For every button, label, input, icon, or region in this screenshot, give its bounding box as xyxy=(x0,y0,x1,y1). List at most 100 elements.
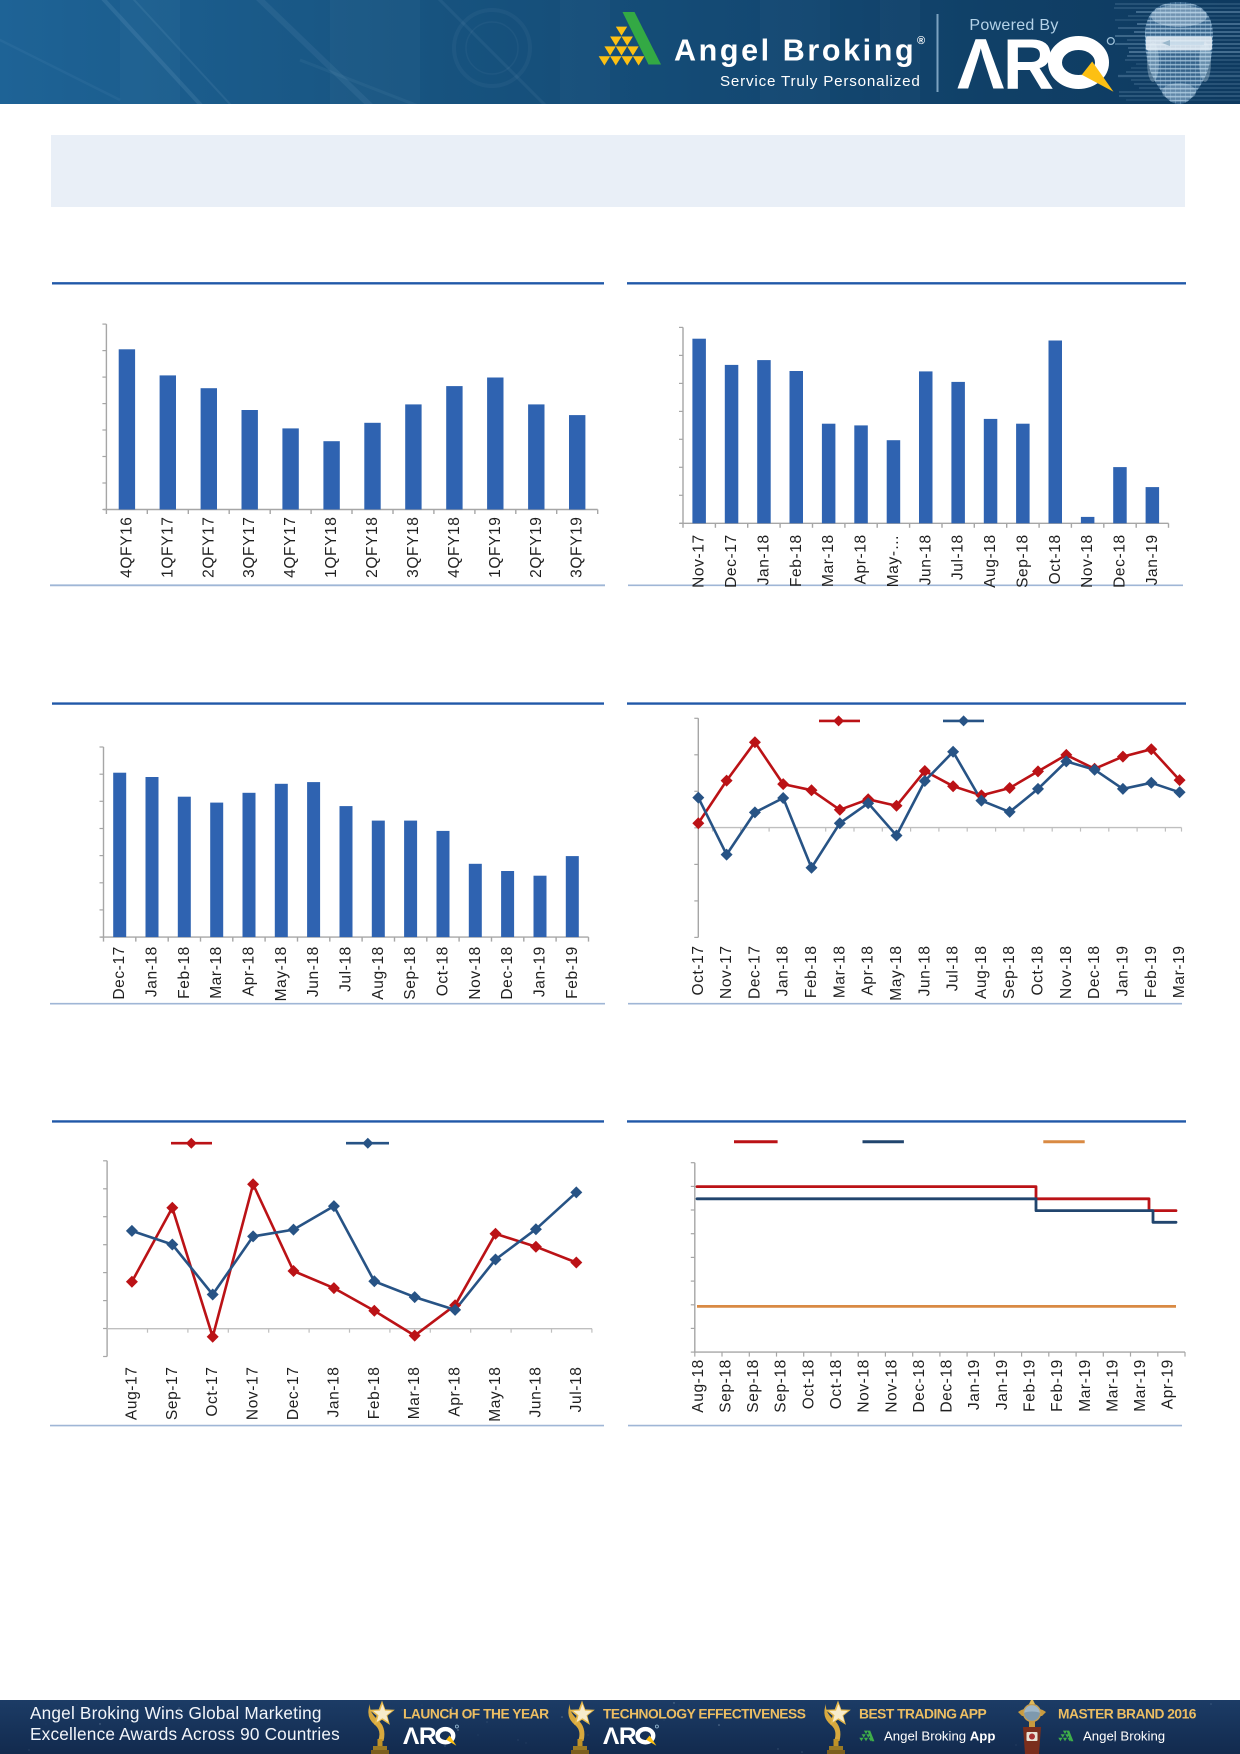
svg-text:Jul-18: Jul-18 xyxy=(338,946,355,992)
svg-text:Sep-18: Sep-18 xyxy=(1014,534,1031,588)
svg-text:Feb-19: Feb-19 xyxy=(1049,1359,1066,1412)
svg-text:May-18: May-18 xyxy=(888,945,905,1000)
svg-text:Mar-19: Mar-19 xyxy=(1132,1359,1149,1412)
svg-text:Oct-17: Oct-17 xyxy=(204,1367,221,1417)
svg-text:Apr-18: Apr-18 xyxy=(853,534,870,584)
svg-text:Mar-19: Mar-19 xyxy=(1171,945,1188,998)
svg-text:Jan-19: Jan-19 xyxy=(1114,945,1131,996)
svg-text:Apr-18: Apr-18 xyxy=(241,946,258,996)
svg-text:Oct-18: Oct-18 xyxy=(435,946,452,996)
svg-text:Dec-17: Dec-17 xyxy=(746,945,763,999)
svg-text:®: ® xyxy=(917,35,925,47)
svg-text:Feb-18: Feb-18 xyxy=(803,945,820,998)
svg-text:Dec-18: Dec-18 xyxy=(1086,945,1103,999)
svg-text:Nov-17: Nov-17 xyxy=(245,1367,262,1421)
svg-text:Powered By: Powered By xyxy=(969,17,1058,34)
svg-text:Aug-18: Aug-18 xyxy=(690,1359,707,1413)
svg-text:Mar-19: Mar-19 xyxy=(1104,1359,1121,1412)
svg-text:1QFY17: 1QFY17 xyxy=(159,517,176,578)
svg-text:Aug-18: Aug-18 xyxy=(973,945,990,999)
svg-text:Nov-18: Nov-18 xyxy=(467,946,484,1000)
svg-text:Feb-18: Feb-18 xyxy=(176,946,193,999)
svg-text:Jul-18: Jul-18 xyxy=(568,1367,585,1413)
svg-text:3QFY18: 3QFY18 xyxy=(405,517,422,578)
svg-text:Dec-17: Dec-17 xyxy=(285,1367,302,1421)
svg-text:Oct-18: Oct-18 xyxy=(1047,534,1064,584)
svg-text:May-18: May-18 xyxy=(273,946,290,1001)
svg-text:Nov-18: Nov-18 xyxy=(1079,534,1096,588)
svg-text:Jan-19: Jan-19 xyxy=(1144,534,1161,585)
svg-text:Jan-19: Jan-19 xyxy=(966,1359,983,1410)
svg-text:Jul-18: Jul-18 xyxy=(950,534,967,580)
svg-text:Sep-18: Sep-18 xyxy=(717,1359,734,1413)
svg-text:Jun-18: Jun-18 xyxy=(527,1367,544,1418)
svg-text:Dec-18: Dec-18 xyxy=(939,1359,956,1413)
svg-text:MASTER BRAND 2016: MASTER BRAND 2016 xyxy=(1058,1707,1197,1722)
svg-text:Apr-18: Apr-18 xyxy=(860,945,877,995)
svg-text:1QFY19: 1QFY19 xyxy=(487,517,504,578)
svg-text:Sep-18: Sep-18 xyxy=(745,1359,762,1413)
svg-text:3QFY17: 3QFY17 xyxy=(241,517,258,578)
svg-text:Jan-19: Jan-19 xyxy=(532,946,549,997)
svg-text:Excellence Awards Across 90 Co: Excellence Awards Across 90 Countries xyxy=(30,1724,340,1744)
svg-text:Dec-18: Dec-18 xyxy=(911,1359,928,1413)
svg-text:BEST TRADING APP: BEST TRADING APP xyxy=(859,1707,986,1722)
svg-text:ΛR: ΛR xyxy=(957,26,1053,105)
svg-text:Aug-17: Aug-17 xyxy=(123,1367,140,1421)
svg-text:Apr-18: Apr-18 xyxy=(447,1367,464,1417)
svg-text:Nov-18: Nov-18 xyxy=(1058,945,1075,999)
svg-text:Nov-17: Nov-17 xyxy=(691,534,708,588)
svg-text:1QFY18: 1QFY18 xyxy=(323,517,340,578)
svg-text:3QFY19: 3QFY19 xyxy=(569,517,586,578)
svg-text:Angel Broking: Angel Broking xyxy=(1083,1729,1165,1744)
svg-text:4QFY18: 4QFY18 xyxy=(446,517,463,578)
svg-text:Angel Broking App: Angel Broking App xyxy=(884,1729,995,1744)
svg-text:Nov-18: Nov-18 xyxy=(883,1359,900,1413)
svg-text:Oct-18: Oct-18 xyxy=(1030,945,1047,995)
svg-text:TECHNOLOGY EFFECTIVENESS: TECHNOLOGY EFFECTIVENESS xyxy=(603,1707,806,1722)
svg-text:LAUNCH OF THE YEAR: LAUNCH OF THE YEAR xyxy=(403,1707,549,1722)
svg-text:Dec-18: Dec-18 xyxy=(499,946,516,1000)
svg-text:Feb-18: Feb-18 xyxy=(788,534,805,587)
svg-text:Sep-18: Sep-18 xyxy=(1001,945,1018,999)
svg-text:Nov-17: Nov-17 xyxy=(718,945,735,999)
svg-text:Oct-17: Oct-17 xyxy=(690,945,707,995)
svg-text:4QFY17: 4QFY17 xyxy=(282,517,299,578)
svg-text:2QFY19: 2QFY19 xyxy=(528,517,545,578)
svg-text:Sep-18: Sep-18 xyxy=(402,946,419,1000)
svg-text:Jan-18: Jan-18 xyxy=(325,1367,342,1418)
svg-text:ΛR: ΛR xyxy=(403,1723,437,1750)
svg-text:Feb-19: Feb-19 xyxy=(1143,945,1160,998)
svg-text:Aug-18: Aug-18 xyxy=(982,534,999,588)
svg-text:ΛR: ΛR xyxy=(603,1723,637,1750)
svg-text:Oct-18: Oct-18 xyxy=(800,1359,817,1409)
svg-text:Aug-18: Aug-18 xyxy=(370,946,387,1000)
svg-text:Dec-18: Dec-18 xyxy=(1112,534,1129,588)
svg-text:2QFY18: 2QFY18 xyxy=(364,517,381,578)
svg-text:May-18: May-18 xyxy=(487,1367,504,1422)
svg-text:Jan-18: Jan-18 xyxy=(144,946,161,997)
svg-text:2QFY17: 2QFY17 xyxy=(200,517,217,578)
svg-text:Nov-18: Nov-18 xyxy=(856,1359,873,1413)
svg-text:Mar-18: Mar-18 xyxy=(831,945,848,998)
svg-text:Mar-18: Mar-18 xyxy=(208,946,225,999)
svg-text:Mar-18: Mar-18 xyxy=(820,534,837,587)
svg-text:Sep-17: Sep-17 xyxy=(164,1367,181,1421)
svg-text:Feb-19: Feb-19 xyxy=(1022,1359,1039,1412)
svg-text:May-…: May-… xyxy=(885,534,902,587)
svg-text:Dec-17: Dec-17 xyxy=(723,534,740,588)
svg-text:Jan-18: Jan-18 xyxy=(775,945,792,996)
svg-text:Jul-18: Jul-18 xyxy=(945,945,962,991)
svg-text:Angel Broking Wins Global Mark: Angel Broking Wins Global Marketing xyxy=(30,1703,322,1723)
svg-text:Jun-18: Jun-18 xyxy=(916,945,933,996)
svg-text:Dec-17: Dec-17 xyxy=(111,946,128,1000)
svg-text:4QFY16: 4QFY16 xyxy=(118,517,135,578)
svg-text:Feb-19: Feb-19 xyxy=(564,946,581,999)
svg-text:Angel Broking: Angel Broking xyxy=(674,34,916,68)
svg-text:Jan-19: Jan-19 xyxy=(994,1359,1011,1410)
svg-text:Oct-18: Oct-18 xyxy=(828,1359,845,1409)
svg-text:Jan-18: Jan-18 xyxy=(755,534,772,585)
svg-text:Service Truly Personalized: Service Truly Personalized xyxy=(720,73,921,90)
svg-text:Jun-18: Jun-18 xyxy=(305,946,322,997)
svg-text:Sep-18: Sep-18 xyxy=(773,1359,790,1413)
